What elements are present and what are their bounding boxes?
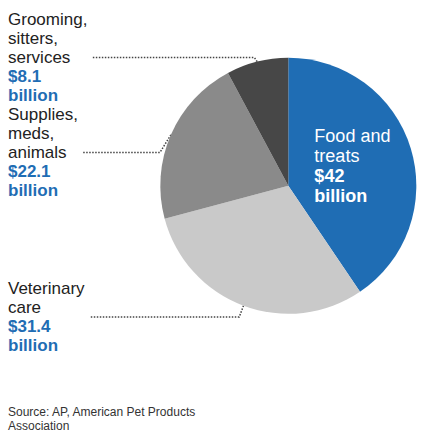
svg-text:Source: AP, American Pet Produ: Source: AP, American Pet Products [8,405,195,419]
svg-text:Veterinary: Veterinary [8,279,85,298]
svg-text:Association: Association [8,419,69,433]
svg-text:billion: billion [314,186,367,206]
svg-text:meds,: meds, [8,124,54,143]
svg-text:billion: billion [8,86,58,105]
svg-text:billion: billion [8,181,58,200]
svg-text:$22.1: $22.1 [8,162,51,181]
svg-text:Grooming,: Grooming, [8,10,87,29]
svg-text:services: services [8,48,70,67]
svg-text:$42: $42 [314,166,344,186]
svg-text:billion: billion [8,336,58,355]
svg-text:sitters,: sitters, [8,29,58,48]
svg-text:$8.1: $8.1 [8,67,41,86]
svg-text:animals: animals [8,143,67,162]
svg-text:treats: treats [314,146,359,166]
svg-text:care: care [8,298,41,317]
svg-text:Food and: Food and [314,126,390,146]
svg-text:Supplies,: Supplies, [8,105,78,124]
svg-text:$31.4: $31.4 [8,317,51,336]
